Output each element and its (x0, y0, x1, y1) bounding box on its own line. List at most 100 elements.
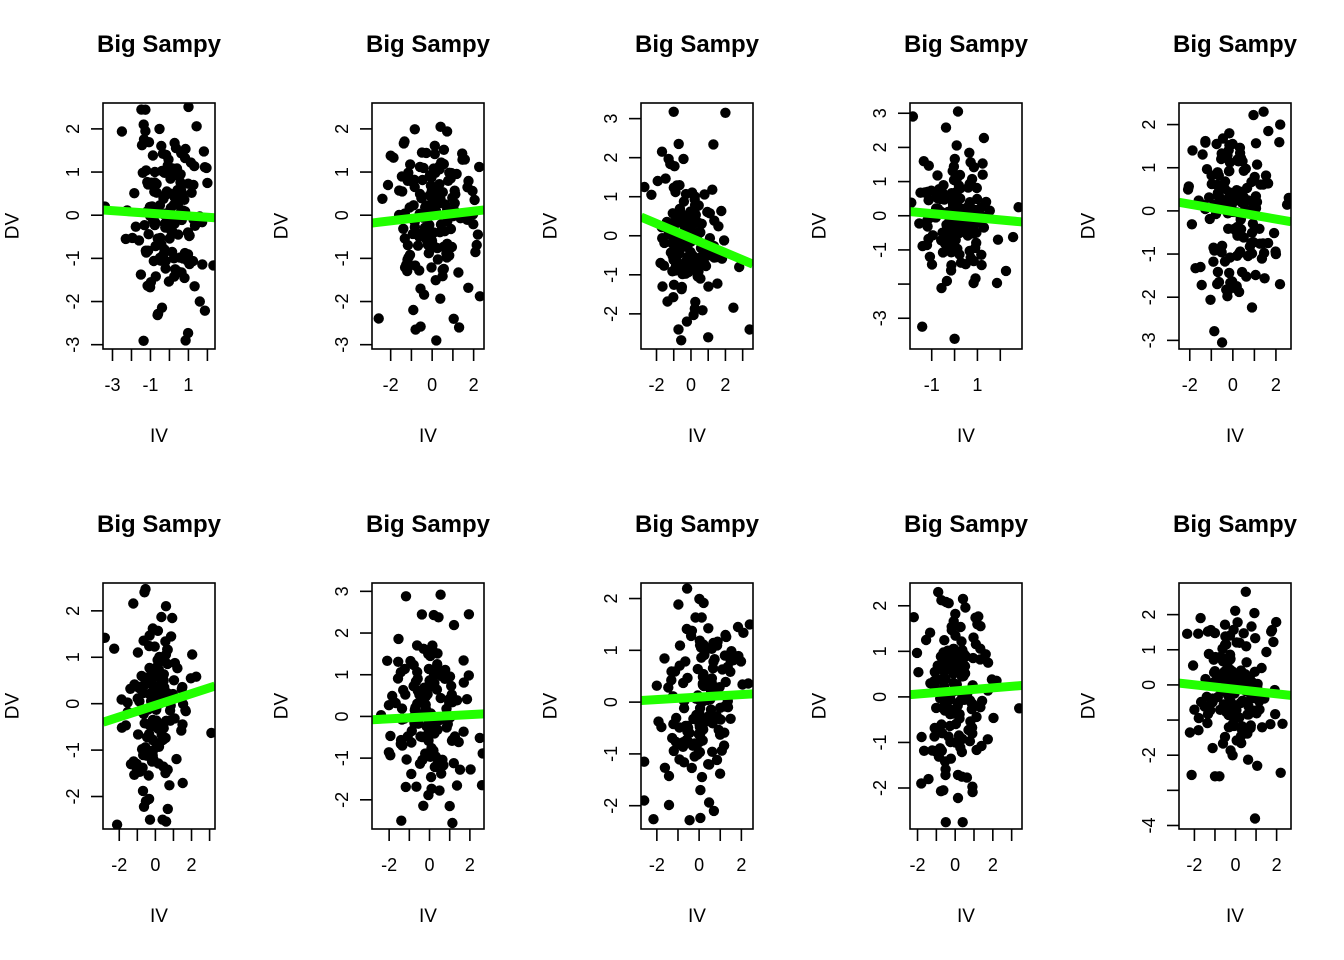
scatter-point (160, 601, 172, 612)
scatter-point (169, 137, 180, 149)
scatter-point (948, 233, 959, 245)
regression-line (1179, 197, 1291, 227)
scatter-point (725, 713, 736, 724)
scatter-point (1215, 704, 1226, 715)
scatter-point (1235, 697, 1246, 709)
scatter-point (444, 671, 456, 682)
y-tick-label: -2 (1139, 289, 1159, 305)
scatter-point (718, 235, 730, 246)
scatter-point (448, 313, 459, 324)
scatter-point (957, 817, 968, 828)
scatter-point (154, 123, 165, 135)
x-tick-label: 2 (1272, 855, 1282, 875)
x-tick-label: 2 (988, 855, 998, 875)
scatter-point (1224, 267, 1235, 279)
scatter-point (191, 121, 202, 132)
scatter-point (698, 668, 709, 680)
scatter-point (143, 770, 154, 781)
scatter-point (429, 140, 440, 151)
x-tick-label: 0 (694, 855, 704, 875)
scatter-point (472, 229, 484, 240)
scatter-point (674, 640, 686, 651)
y-tick-label: -2 (63, 789, 83, 805)
scatter-point (693, 217, 704, 229)
scatter-point (681, 316, 693, 327)
scatter-point (924, 627, 936, 638)
y-tick-label: 0 (870, 692, 890, 702)
y-tick-label: -2 (601, 798, 621, 814)
y-tick-label: 2 (601, 153, 621, 163)
scatter-point (976, 740, 987, 752)
panel-5: Big Sampy -2 0 2 -3 -2 -1 0 1 2 IV DV (1079, 31, 1298, 447)
y-axis-label: DV (810, 212, 831, 239)
scatter-point (406, 768, 417, 780)
scatter-point (136, 140, 148, 151)
scatter-point (1250, 191, 1262, 202)
scatter-point (111, 819, 123, 829)
y-tick-label: 2 (63, 606, 83, 616)
panel-title: Big Sampy (904, 511, 1029, 538)
scatter-point (708, 805, 720, 817)
scatter-point (446, 735, 458, 746)
scatter-point (646, 189, 657, 200)
scatter-point (139, 220, 150, 231)
scatter-point (694, 719, 705, 730)
scatter-point (120, 233, 131, 245)
scatter-point (435, 121, 446, 132)
scatter-point (424, 190, 435, 201)
scatter-point (1217, 133, 1229, 144)
scatter-point (1245, 720, 1257, 731)
scatter-point (396, 171, 408, 182)
scatter-point (424, 675, 436, 686)
scatter-point (951, 140, 962, 151)
scatter-point (665, 247, 677, 258)
scatter-point (1232, 154, 1243, 165)
scatter-point (139, 587, 150, 598)
scatter-point (476, 780, 484, 791)
data-marks (910, 586, 1022, 828)
scatter-point (408, 200, 419, 211)
scatter-point (120, 720, 131, 731)
scatter-point (1186, 219, 1198, 230)
scatter-point (179, 152, 191, 164)
scatter-point (453, 322, 465, 333)
panel-title: Big Sampy (1173, 511, 1298, 538)
scatter-point (1262, 237, 1274, 249)
scatter-point (160, 263, 171, 274)
x-tick-label: 2 (736, 855, 746, 875)
scatter-point (1187, 660, 1199, 671)
scatter-point (417, 754, 428, 766)
scatter-point (651, 680, 662, 691)
scatter-point (443, 175, 454, 186)
scatter-point (668, 279, 680, 290)
y-tick-label: 1 (63, 167, 83, 177)
y-tick-label: 1 (601, 192, 621, 202)
y-tick-label: 1 (1139, 163, 1159, 173)
scatter-point (393, 633, 404, 645)
y-tick-label: -2 (870, 780, 890, 796)
y-tick-label: 0 (63, 210, 83, 220)
data-marks (641, 583, 753, 826)
scatter-point (1262, 178, 1274, 189)
scatter-point (1252, 760, 1263, 771)
scatter-point (1283, 192, 1291, 204)
scatter-point (410, 324, 421, 335)
scatter-point (412, 666, 423, 678)
scatter-point (960, 259, 971, 270)
scatter-point (1230, 605, 1241, 616)
x-axis-label: IV (688, 426, 706, 447)
scatter-point (1233, 673, 1244, 684)
y-tick-label: 3 (332, 586, 352, 596)
scatter-point (404, 249, 416, 261)
scatter-point (955, 193, 966, 204)
scatter-point (438, 158, 449, 170)
y-axis-label: DV (272, 692, 293, 719)
regression-line (103, 681, 215, 727)
panel-title: Big Sampy (97, 511, 222, 538)
scatter-point (130, 761, 141, 772)
scatter-point (1256, 253, 1268, 264)
x-axis-label: IV (957, 426, 975, 447)
scatter-point (414, 265, 425, 276)
scatter-point (1208, 256, 1219, 267)
scatter-point (917, 321, 928, 332)
